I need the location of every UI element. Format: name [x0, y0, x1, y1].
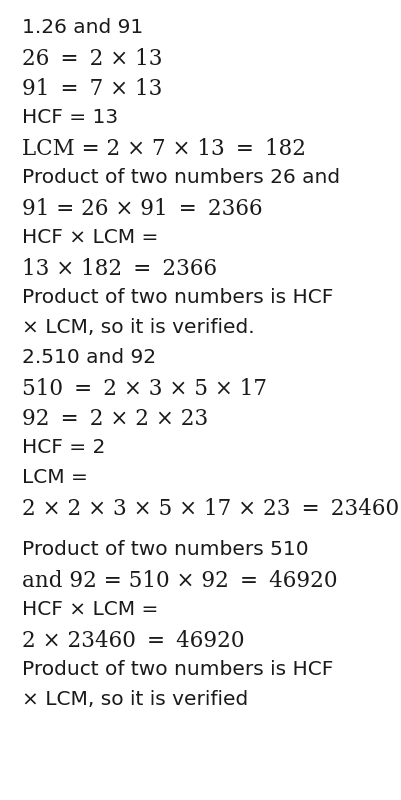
Text: 91 = 26 × 91  =  2366: 91 = 26 × 91 = 2366 [22, 198, 263, 220]
Text: 92  =  2 × 2 × 23: 92 = 2 × 2 × 23 [22, 408, 208, 430]
Text: × LCM, so it is verified: × LCM, so it is verified [22, 690, 248, 709]
Text: 2 × 2 × 3 × 5 × 17 × 23  =  23460: 2 × 2 × 3 × 5 × 17 × 23 = 23460 [22, 498, 399, 520]
Text: 2 × 23460  =  46920: 2 × 23460 = 46920 [22, 630, 245, 652]
Text: and 92 = 510 × 92  =  46920: and 92 = 510 × 92 = 46920 [22, 570, 338, 592]
Text: Product of two numbers 510: Product of two numbers 510 [22, 540, 309, 559]
Text: × LCM, so it is verified.: × LCM, so it is verified. [22, 318, 255, 337]
Text: 2.510 and 92: 2.510 and 92 [22, 348, 156, 367]
Text: HCF × LCM =: HCF × LCM = [22, 600, 158, 619]
Text: Product of two numbers is HCF: Product of two numbers is HCF [22, 660, 333, 679]
Text: HCF = 13: HCF = 13 [22, 108, 118, 127]
Text: 13 × 182  =  2366: 13 × 182 = 2366 [22, 258, 217, 280]
Text: 91  =  7 × 13: 91 = 7 × 13 [22, 78, 162, 100]
Text: 510  =  2 × 3 × 5 × 17: 510 = 2 × 3 × 5 × 17 [22, 378, 267, 400]
Text: Product of two numbers is HCF: Product of two numbers is HCF [22, 288, 333, 307]
Text: 26  =  2 × 13: 26 = 2 × 13 [22, 48, 162, 70]
Text: HCF × LCM =: HCF × LCM = [22, 228, 158, 247]
Text: LCM = 2 × 7 × 13  =  182: LCM = 2 × 7 × 13 = 182 [22, 138, 306, 160]
Text: 1.26 and 91: 1.26 and 91 [22, 18, 143, 37]
Text: Product of two numbers 26 and: Product of two numbers 26 and [22, 168, 340, 187]
Text: LCM =: LCM = [22, 468, 88, 487]
Text: HCF = 2: HCF = 2 [22, 438, 105, 457]
